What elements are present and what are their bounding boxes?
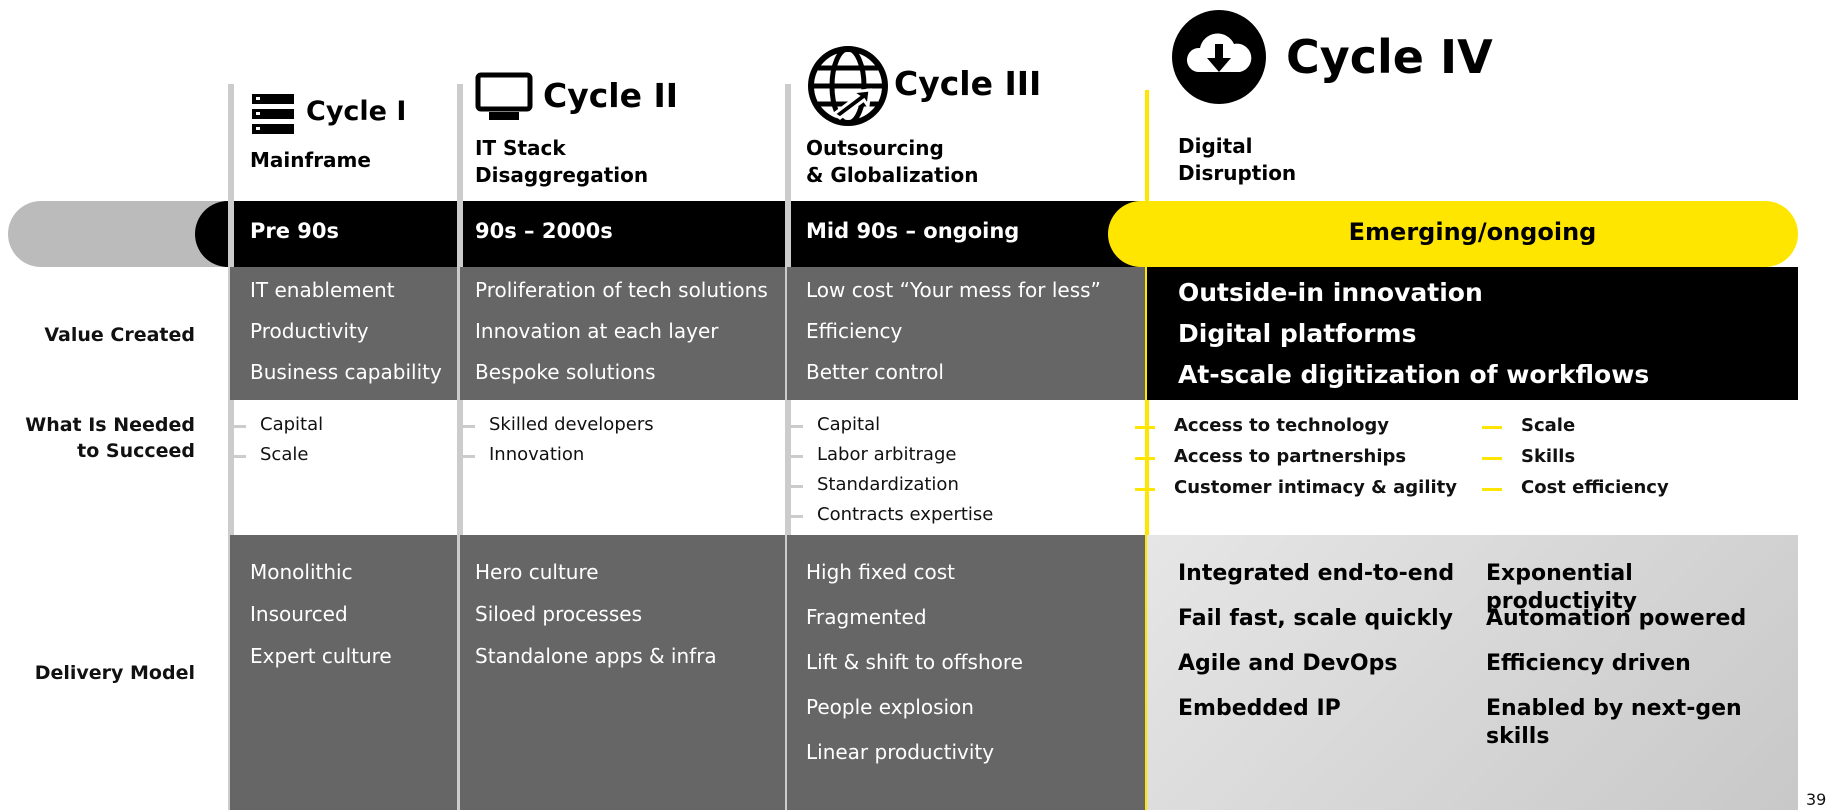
value-item: Proliferation of tech solutions <box>475 278 768 302</box>
cycle-icon <box>475 72 533 128</box>
needed-item: Scale <box>1521 415 1576 436</box>
page-number: 39 <box>1806 790 1827 809</box>
row-label: Delivery Model <box>34 662 195 684</box>
value-item: Digital platforms <box>1178 319 1417 348</box>
delivery-item: Integrated end-to-end <box>1178 561 1455 586</box>
delivery-item: Monolithic <box>250 560 353 584</box>
value-item: IT enablement <box>250 278 395 302</box>
value-item: At-scale digitization of workflows <box>1178 360 1650 389</box>
dash <box>787 515 803 518</box>
value-item: Innovation at each layer <box>475 319 719 343</box>
dash <box>1135 457 1155 460</box>
delivery-item: Exponential productivity <box>1486 561 1637 614</box>
dash <box>787 485 803 488</box>
value-cell <box>460 267 786 400</box>
dash <box>1135 426 1155 429</box>
delivery-item: Expert culture <box>250 644 392 668</box>
dash <box>230 425 246 428</box>
cycle-icon <box>806 44 890 132</box>
value-cell <box>230 267 459 400</box>
needed-item: Capital <box>817 414 881 435</box>
period: 90s – 2000s <box>475 219 613 243</box>
value-item: Productivity <box>250 319 369 343</box>
dash <box>230 455 246 458</box>
delivery-cell <box>787 535 1145 810</box>
band-yellow <box>1108 201 1798 267</box>
needed-item: Labor arbitrage <box>817 444 957 465</box>
delivery-cell <box>1147 535 1798 810</box>
dash <box>459 425 475 428</box>
cycle-subtitle: Outsourcing <box>806 136 944 160</box>
needed-item: Access to partnerships <box>1174 446 1407 467</box>
delivery-item: People explosion <box>806 695 974 719</box>
delivery-item: Hero culture <box>475 560 599 584</box>
delivery-item: Linear productivity <box>806 740 995 764</box>
needed-item: Capital <box>260 414 324 435</box>
needed-item: Innovation <box>489 444 585 465</box>
value-item: Business capability <box>250 360 442 384</box>
cycle-title: Cycle I <box>306 96 407 127</box>
value-item: Efficiency <box>806 319 903 343</box>
delivery-item: Insourced <box>250 602 348 626</box>
delivery-item: Automation powered <box>1486 606 1747 631</box>
cycle-subtitle: Mainframe <box>250 148 371 172</box>
delivery-cell <box>230 535 459 810</box>
cycle-subtitle: Disruption <box>1178 161 1297 185</box>
delivery-item: Fail fast, scale quickly <box>1178 606 1453 631</box>
column-divider <box>228 84 234 810</box>
delivery-item: Efficiency driven <box>1486 651 1691 676</box>
delivery-item: Enabled by next-gen skills <box>1486 696 1742 749</box>
value-item: Low cost “Your mess for less” <box>806 278 1101 302</box>
needed-item: Cost efficiency <box>1521 477 1669 498</box>
cycle-icon <box>250 92 296 140</box>
period: Mid 90s – ongoing <box>806 219 1020 243</box>
column-divider <box>1145 90 1149 810</box>
row-label: What Is Needed to Succeed <box>25 414 195 462</box>
cycle-subtitle: Digital <box>1178 134 1253 158</box>
needed-item: Skills <box>1521 446 1576 467</box>
cycle-title: Cycle II <box>543 76 679 115</box>
row-label: Value Created <box>44 324 195 346</box>
cycle-title: Cycle III <box>894 64 1042 103</box>
delivery-item: Standalone apps & infra <box>475 644 717 668</box>
value-cell <box>787 267 1145 400</box>
delivery-item: Siloed processes <box>475 602 642 626</box>
period: Emerging/ongoing <box>1348 218 1597 246</box>
column-divider <box>785 84 791 810</box>
dash <box>1482 488 1502 491</box>
cycle-title: Cycle IV <box>1286 30 1493 84</box>
delivery-cell <box>460 535 786 810</box>
needed-item: Access to technology <box>1174 415 1390 436</box>
dash <box>787 425 803 428</box>
delivery-item: Embedded IP <box>1178 696 1341 721</box>
needed-item: Standardization <box>817 474 959 495</box>
cycle-subtitle: Disaggregation <box>475 163 649 187</box>
value-item: Bespoke solutions <box>475 360 656 384</box>
column-divider <box>457 84 463 810</box>
dash <box>1135 488 1155 491</box>
needed-item: Customer intimacy & agility <box>1174 477 1457 498</box>
cycle-icon <box>1170 8 1268 110</box>
dash <box>787 455 803 458</box>
cycle-subtitle: IT Stack <box>475 136 566 160</box>
dash <box>1482 457 1502 460</box>
dash <box>1482 426 1502 429</box>
value-cell <box>1147 267 1798 400</box>
period: Pre 90s <box>250 219 340 243</box>
delivery-item: Fragmented <box>806 605 927 629</box>
needed-item: Contracts expertise <box>817 504 994 525</box>
cycle-subtitle: & Globalization <box>806 163 979 187</box>
needed-item: Skilled developers <box>489 414 654 435</box>
value-item: Outside-in innovation <box>1178 278 1483 307</box>
delivery-item: Lift & shift to offshore <box>806 650 1023 674</box>
delivery-item: Agile and DevOps <box>1178 651 1398 676</box>
value-item: Better control <box>806 360 944 384</box>
needed-item: Scale <box>260 444 309 465</box>
dash <box>459 455 475 458</box>
delivery-item: High fixed cost <box>806 560 955 584</box>
